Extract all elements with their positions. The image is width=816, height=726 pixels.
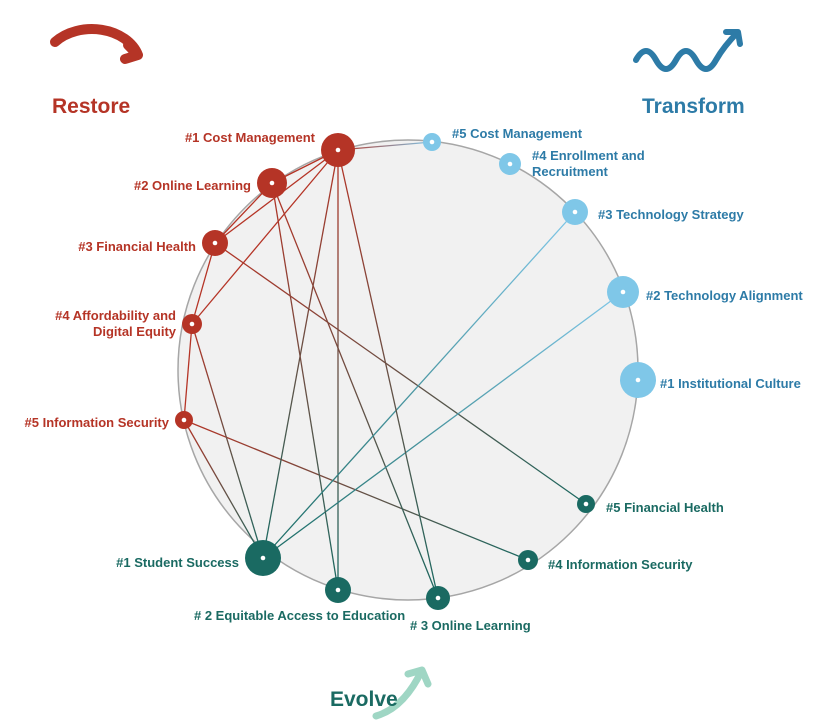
node-dot bbox=[636, 378, 641, 383]
node-label-e5: #5 Financial Health bbox=[606, 500, 724, 516]
node-dot bbox=[436, 596, 441, 601]
node-dot bbox=[584, 502, 589, 507]
node-label-t3: #3 Technology Strategy bbox=[598, 207, 744, 223]
node-label-r3: #3 Financial Health bbox=[70, 239, 196, 255]
node-label-r2: #2 Online Learning bbox=[123, 178, 251, 194]
node-label-t2: #2 Technology Alignment bbox=[646, 288, 803, 304]
node-dot bbox=[508, 162, 513, 167]
node-label-e1: #1 Student Success bbox=[110, 555, 239, 571]
node-dot bbox=[261, 556, 266, 561]
node-dot bbox=[621, 290, 626, 295]
node-label-e2: # 2 Equitable Access to Education bbox=[194, 608, 405, 624]
evolve-title: Evolve bbox=[330, 688, 398, 712]
node-dot bbox=[526, 558, 531, 563]
node-label-t5: #5 Cost Management bbox=[452, 126, 582, 142]
node-label-r1: #1 Cost Management bbox=[141, 130, 315, 146]
restore-arrow-icon bbox=[55, 29, 138, 59]
node-dot bbox=[270, 181, 275, 186]
restore-title: Restore bbox=[52, 95, 130, 119]
node-dot bbox=[573, 210, 578, 215]
node-dot bbox=[336, 588, 341, 593]
node-label-t4: #4 Enrollment and Recruitment bbox=[532, 148, 645, 179]
node-dot bbox=[336, 148, 341, 153]
node-dot bbox=[430, 140, 435, 145]
node-label-e4: #4 Information Security bbox=[548, 557, 692, 573]
node-dot bbox=[190, 322, 195, 327]
node-label-t1: #1 Institutional Culture bbox=[660, 376, 801, 392]
node-dot bbox=[182, 418, 187, 423]
transform-arrow-icon bbox=[636, 32, 740, 69]
node-label-e3: # 3 Online Learning bbox=[410, 618, 531, 634]
node-label-r5: #5 Information Security bbox=[22, 415, 169, 431]
transform-title: Transform bbox=[642, 95, 745, 119]
node-dot bbox=[213, 241, 218, 246]
node-label-r4: #4 Affordability and Digital Equity bbox=[52, 308, 176, 339]
